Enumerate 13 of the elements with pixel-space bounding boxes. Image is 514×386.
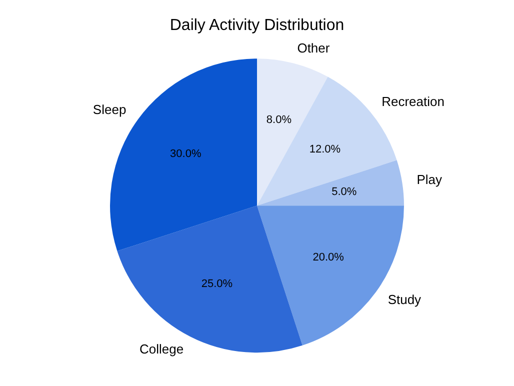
slice-label: Other	[297, 40, 330, 56]
data-label: 20.0%	[312, 251, 344, 264]
data-label: 12.0%	[309, 143, 341, 156]
slice-label: Study	[388, 292, 422, 308]
data-label: 30.0%	[170, 148, 202, 160]
data-label: 25.0%	[201, 278, 233, 290]
slice-label: Recreation	[382, 94, 444, 110]
slice-label: Play	[416, 172, 442, 187]
chart-title: Daily Activity Distribution	[170, 17, 344, 34]
slice-label: College	[139, 341, 184, 356]
slice-label: Sleep	[92, 102, 126, 118]
data-label: 5.0%	[332, 186, 357, 198]
data-label: 8.0%	[266, 114, 292, 126]
